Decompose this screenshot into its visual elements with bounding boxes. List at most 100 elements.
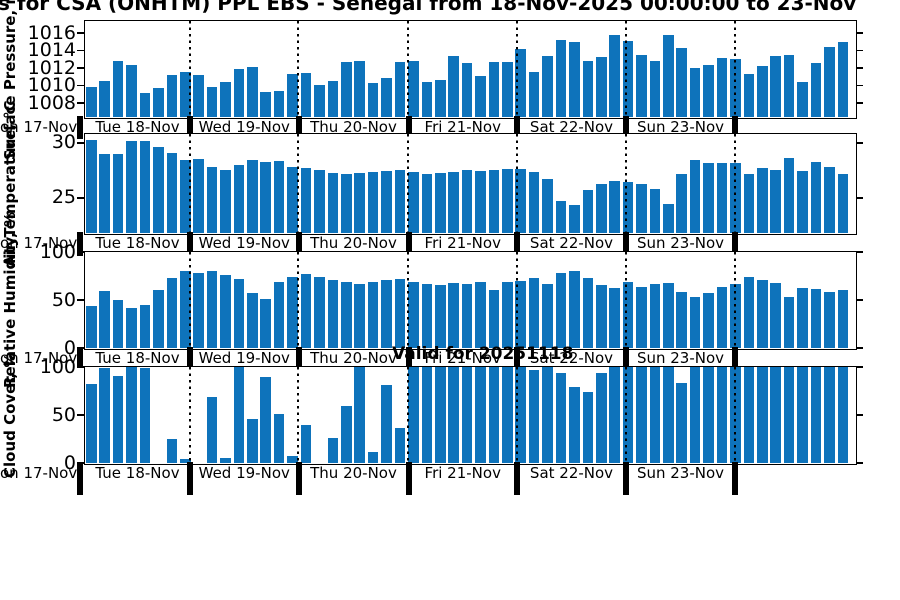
y-tick-left xyxy=(77,197,84,199)
bar xyxy=(649,188,661,233)
day-divider xyxy=(405,116,412,139)
day-label: Sun 23-Nov xyxy=(636,234,725,252)
bar xyxy=(757,366,768,463)
day-boundary-line xyxy=(188,133,191,233)
bar xyxy=(247,159,258,233)
bar xyxy=(743,366,755,463)
bar xyxy=(837,289,849,348)
day-divider xyxy=(76,232,83,256)
bar xyxy=(636,366,647,463)
bar xyxy=(287,277,298,348)
bar xyxy=(783,366,795,463)
bar xyxy=(824,166,835,233)
bar xyxy=(126,141,137,233)
day-divider xyxy=(295,347,302,368)
y-tick-right xyxy=(856,142,863,144)
bar xyxy=(99,368,110,463)
bar xyxy=(569,205,580,233)
day-divider xyxy=(732,232,738,256)
bar xyxy=(153,289,164,348)
bar xyxy=(327,80,339,117)
bar xyxy=(287,455,298,463)
bar xyxy=(367,83,379,117)
day-boundary-line xyxy=(733,133,736,233)
bar xyxy=(569,386,580,463)
bar xyxy=(689,366,701,463)
day-divider xyxy=(514,232,520,256)
day-label: Tue 18-Nov xyxy=(95,118,180,136)
bar xyxy=(300,167,312,233)
bar xyxy=(300,72,312,117)
bar xyxy=(206,86,218,117)
bar xyxy=(797,366,808,463)
day-boundary-line xyxy=(407,20,409,117)
y-tick-left xyxy=(77,366,84,368)
bar xyxy=(609,366,620,463)
bar xyxy=(153,146,164,233)
bar xyxy=(273,413,285,463)
bar xyxy=(448,283,459,348)
y-tick-label: 0 xyxy=(63,451,76,474)
bar xyxy=(273,91,285,117)
bar xyxy=(233,68,245,117)
bar xyxy=(448,56,459,117)
bar xyxy=(676,382,688,463)
y-tick-label: 1014 xyxy=(27,39,76,62)
bar xyxy=(126,308,137,348)
y-tick-right xyxy=(856,49,863,52)
bar xyxy=(139,368,151,463)
bar xyxy=(354,284,365,348)
bar xyxy=(112,60,124,117)
bar xyxy=(649,284,661,348)
bar xyxy=(824,46,835,117)
bar xyxy=(622,366,634,463)
bar xyxy=(394,169,406,233)
bar xyxy=(139,92,151,117)
day-divider xyxy=(405,462,412,495)
bar xyxy=(367,282,379,348)
bar xyxy=(86,383,97,463)
bar xyxy=(394,279,406,348)
bar xyxy=(273,161,285,233)
y-tick-label: 1012 xyxy=(27,56,76,79)
bar xyxy=(569,270,580,348)
y-tick-left xyxy=(77,299,84,301)
bar xyxy=(153,87,164,117)
bar xyxy=(166,153,178,233)
valid-for-watermark: Valid for 20251118 xyxy=(392,344,574,364)
bar xyxy=(220,169,231,233)
bar xyxy=(99,154,110,233)
day-boundary-line xyxy=(624,366,627,463)
bar xyxy=(757,280,768,348)
bar xyxy=(703,163,714,233)
y-tick-left xyxy=(77,67,84,69)
bar xyxy=(327,173,339,233)
bar xyxy=(609,287,620,348)
bar xyxy=(340,405,352,463)
bar xyxy=(193,74,204,117)
bar xyxy=(770,366,781,463)
bar xyxy=(716,58,728,117)
bar xyxy=(139,305,151,348)
day-boundary-line xyxy=(188,251,191,348)
day-divider xyxy=(623,232,629,256)
day-label: Sat 22-Nov xyxy=(529,118,614,136)
day-boundary-line xyxy=(188,366,191,463)
bar xyxy=(502,62,513,117)
bar xyxy=(743,277,755,348)
day-divider xyxy=(514,347,520,368)
bar xyxy=(300,425,312,463)
day-divider xyxy=(732,347,738,368)
bar xyxy=(206,270,218,348)
bar xyxy=(582,278,594,348)
bar xyxy=(448,366,459,463)
bar xyxy=(595,57,607,117)
bar xyxy=(314,85,325,117)
bar xyxy=(770,169,781,233)
bar xyxy=(542,284,553,348)
surface-pressure-mb-plot xyxy=(83,19,857,119)
day-label: Fri 21-Nov xyxy=(424,464,501,482)
bar xyxy=(569,42,580,117)
bar xyxy=(247,66,258,117)
